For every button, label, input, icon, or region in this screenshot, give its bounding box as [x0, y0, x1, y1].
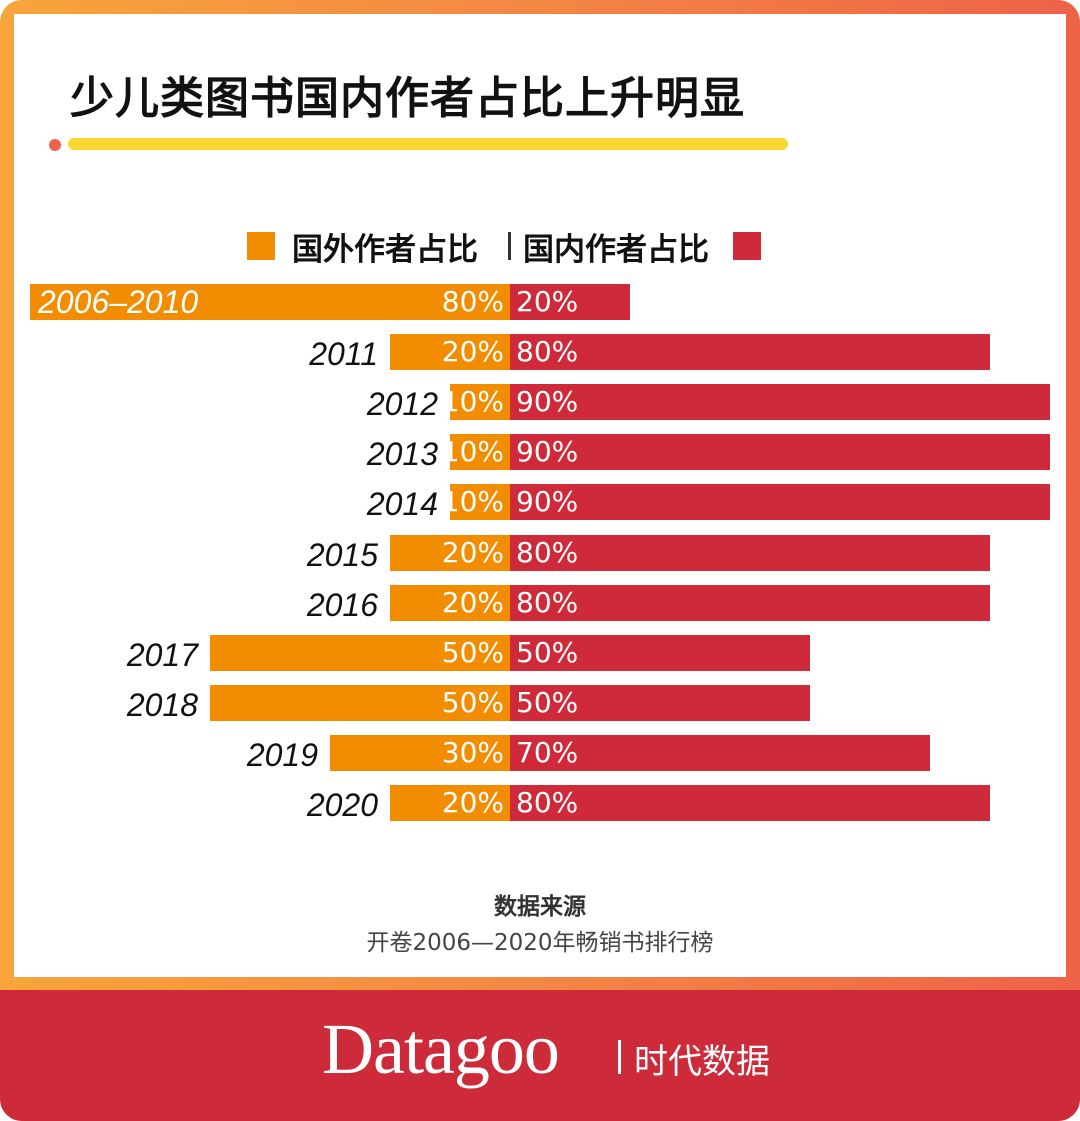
label-foreign: 20%	[441, 585, 504, 619]
bar-foreign	[210, 684, 510, 721]
label-foreign: 80%	[441, 285, 504, 318]
category-label: 2015	[306, 536, 378, 573]
label-domestic: 50%	[516, 635, 579, 669]
category-label: 2013	[366, 436, 438, 473]
bar-domestic	[510, 734, 930, 771]
chart-title: 少儿类图书国内作者占比上升明显	[70, 73, 745, 124]
bar-foreign	[390, 334, 510, 371]
bar-foreign	[390, 534, 510, 571]
bar-domestic	[510, 284, 630, 320]
legend-label-foreign: 国外作者占比	[292, 232, 478, 268]
label-domestic: 50%	[516, 685, 579, 719]
label-domestic: 80%	[516, 535, 579, 569]
label-foreign: 20%	[441, 786, 504, 819]
category-label: 2016	[306, 586, 378, 623]
bar-foreign	[450, 384, 510, 421]
legend: 国外作者占比 国内作者占比	[0, 222, 1080, 268]
legend-swatch-foreign	[247, 232, 275, 260]
category-label: 2006–2010	[38, 284, 199, 320]
footer-bar	[0, 990, 1080, 1121]
bar-domestic	[510, 534, 990, 571]
source-heading: 数据来源	[494, 894, 586, 920]
bar-domestic	[510, 584, 990, 621]
label-domestic: 90%	[516, 435, 579, 469]
bar-domestic	[510, 684, 810, 721]
label-foreign: 20%	[441, 335, 504, 369]
bar-foreign	[450, 484, 510, 521]
bar-domestic	[510, 484, 1050, 521]
bar-domestic	[510, 434, 1050, 471]
category-label: 2017	[126, 636, 198, 673]
legend-label-domestic: 国内作者占比	[523, 232, 709, 268]
bar-domestic	[510, 634, 810, 671]
category-label: 2019	[246, 736, 318, 773]
label-foreign: 30%	[441, 735, 504, 769]
label-foreign: 20%	[441, 535, 504, 569]
logo-divider	[618, 1040, 621, 1074]
bar-domestic	[510, 334, 990, 371]
legend-swatch-domestic	[733, 232, 761, 260]
bar-foreign	[390, 785, 510, 821]
label-foreign: 50%	[441, 685, 504, 719]
label-domestic: 70%	[516, 735, 579, 769]
label-foreign: 10%	[441, 435, 504, 469]
source-text: 开卷2006—2020年畅销书排行榜	[366, 930, 714, 956]
bar-foreign	[30, 284, 510, 320]
label-foreign: 10%	[441, 485, 504, 519]
logo-cn: 时代数据	[634, 1042, 770, 1082]
legend-divider	[508, 232, 511, 260]
category-label: 2011	[309, 336, 378, 373]
bar-foreign	[210, 634, 510, 671]
category-label: 2020	[306, 787, 378, 823]
title-dot	[49, 139, 61, 151]
label-domestic: 90%	[516, 485, 579, 519]
category-label: 2012	[366, 386, 438, 423]
label-foreign: 50%	[441, 635, 504, 669]
category-label: 2014	[366, 486, 438, 523]
label-domestic: 20%	[516, 285, 579, 318]
bar-foreign	[330, 734, 510, 771]
label-domestic: 90%	[516, 385, 579, 419]
bar-domestic	[510, 384, 1050, 421]
label-domestic: 80%	[516, 335, 579, 369]
title-underline	[68, 138, 788, 150]
logo: Datagoo	[322, 1009, 560, 1089]
bar-foreign	[390, 584, 510, 621]
bar-domestic	[510, 785, 990, 821]
label-foreign: 10%	[441, 385, 504, 419]
label-domestic: 80%	[516, 585, 579, 619]
label-domestic: 80%	[516, 786, 579, 819]
category-label: 2018	[126, 686, 198, 723]
bar-foreign	[450, 434, 510, 471]
